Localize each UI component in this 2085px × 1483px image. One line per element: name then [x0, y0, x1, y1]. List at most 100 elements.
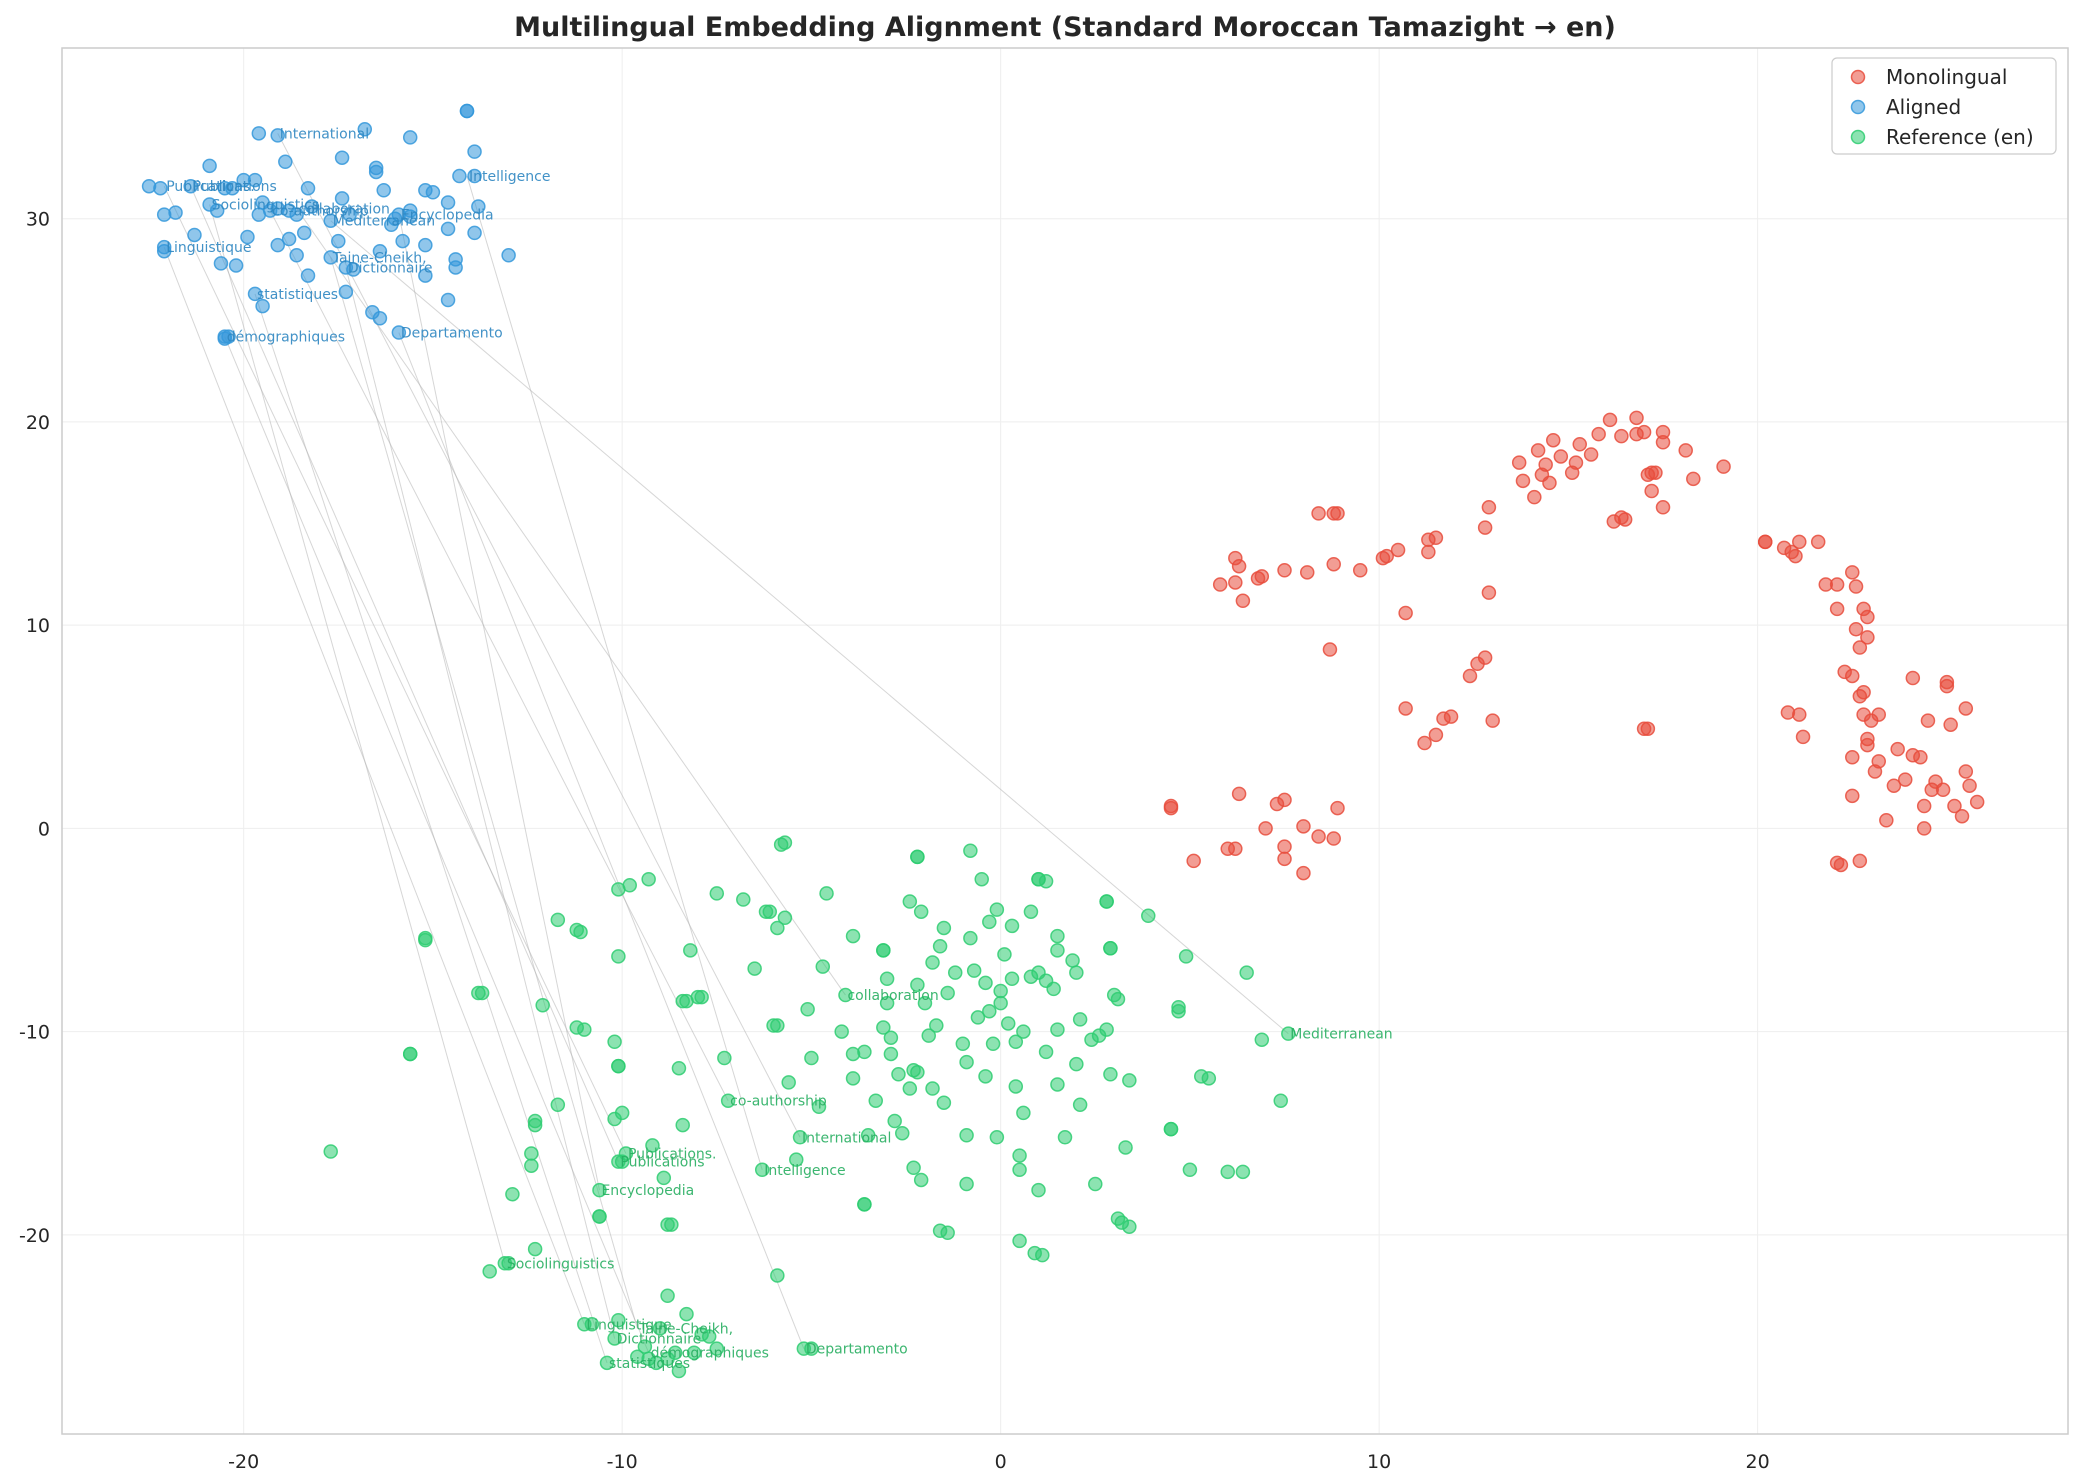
data-point — [300, 180, 316, 196]
data-point — [845, 1071, 861, 1086]
data-point — [1012, 1233, 1027, 1249]
data-point — [1962, 778, 1977, 793]
data-point — [550, 912, 566, 928]
data-point — [1277, 792, 1292, 808]
legend-label: Monolingual — [1886, 65, 2007, 89]
data-point — [1852, 640, 1868, 655]
data-point — [247, 172, 263, 188]
data-point — [1379, 548, 1394, 564]
data-point — [1311, 829, 1326, 844]
data-point — [720, 1093, 736, 1108]
data-point — [936, 920, 952, 936]
data-point — [270, 237, 285, 253]
data-point — [228, 258, 244, 273]
data-point — [1163, 1121, 1179, 1137]
alignment-link — [163, 185, 627, 1154]
data-point — [686, 1345, 702, 1360]
data-point — [1231, 558, 1247, 574]
data-point — [1012, 1162, 1027, 1178]
aligned-word-label: Mediterranean — [333, 214, 435, 230]
data-point — [913, 904, 929, 919]
alignment-link — [296, 208, 846, 996]
data-point — [573, 924, 588, 940]
data-point — [1398, 701, 1413, 716]
data-point — [1602, 412, 1618, 428]
data-point — [910, 849, 925, 865]
data-point — [1614, 428, 1629, 444]
data-point — [978, 1069, 993, 1084]
data-point — [1141, 908, 1156, 924]
data-point — [925, 955, 940, 970]
data-point — [1530, 443, 1546, 458]
data-point — [391, 325, 407, 340]
aligned-word-label: Publications. — [166, 179, 255, 195]
reference-word-label: Taine-Cheikh, — [638, 1321, 733, 1337]
data-point — [1897, 772, 1913, 787]
data-point — [1281, 1026, 1296, 1041]
data-point — [614, 1105, 630, 1121]
data-point — [1443, 709, 1459, 724]
data-point — [1629, 410, 1644, 426]
data-point — [225, 180, 240, 196]
data-point — [577, 1022, 592, 1037]
data-point — [1568, 455, 1584, 470]
aligned-word-label: co-authorship — [272, 204, 369, 220]
data-point — [270, 128, 285, 143]
data-point — [1220, 1164, 1236, 1180]
data-point — [289, 207, 304, 222]
data-point — [993, 983, 1008, 999]
data-point — [1810, 534, 1826, 550]
aligned-word-label: Dictionnaire — [348, 260, 433, 276]
data-point — [978, 975, 993, 991]
y-tick-label: 0 — [38, 818, 50, 840]
data-point — [217, 329, 233, 344]
data-point — [1958, 764, 1974, 779]
data-point — [501, 1256, 516, 1271]
data-point — [372, 311, 388, 326]
data-point — [887, 1113, 902, 1129]
data-point — [985, 1036, 1001, 1052]
data-point — [304, 199, 320, 214]
reference-word-label: Publications — [620, 1155, 704, 1171]
data-point — [1757, 534, 1773, 550]
data-point — [1788, 548, 1803, 564]
data-point — [1065, 953, 1080, 968]
data-point — [418, 237, 433, 253]
data-point — [804, 1341, 819, 1356]
data-point — [747, 961, 762, 976]
data-point — [910, 977, 925, 993]
data-point — [1326, 831, 1341, 846]
data-point — [1352, 563, 1368, 578]
data-point — [1935, 782, 1951, 798]
alignment-link — [345, 267, 616, 1339]
data-point — [505, 1186, 520, 1202]
data-point — [1845, 750, 1860, 765]
data-point — [1511, 455, 1527, 470]
data-point — [1860, 731, 1875, 747]
data-point — [1591, 426, 1606, 442]
data-point — [1023, 904, 1039, 919]
data-point — [1050, 928, 1065, 944]
data-point — [1212, 577, 1228, 592]
data-point — [1016, 1024, 1031, 1039]
data-point — [357, 122, 373, 137]
data-point — [709, 1341, 725, 1356]
data-point — [440, 292, 456, 308]
aligned-word-label: Encyclopedia — [401, 208, 494, 224]
data-point — [800, 1002, 815, 1017]
alignment-links — [163, 133, 1289, 1364]
data-point — [902, 1081, 918, 1096]
legend-box — [1831, 57, 2057, 155]
data-point — [611, 1312, 626, 1328]
data-point — [671, 1060, 687, 1076]
data-point — [1273, 1093, 1288, 1108]
data-point — [202, 158, 217, 174]
data-point — [1231, 786, 1247, 802]
data-point — [1201, 1071, 1217, 1086]
data-point — [932, 939, 948, 954]
data-point — [1296, 865, 1311, 881]
reference-word-label: co-authorship — [730, 1094, 827, 1110]
data-point — [1050, 943, 1065, 958]
alignment-link — [330, 257, 638, 1329]
